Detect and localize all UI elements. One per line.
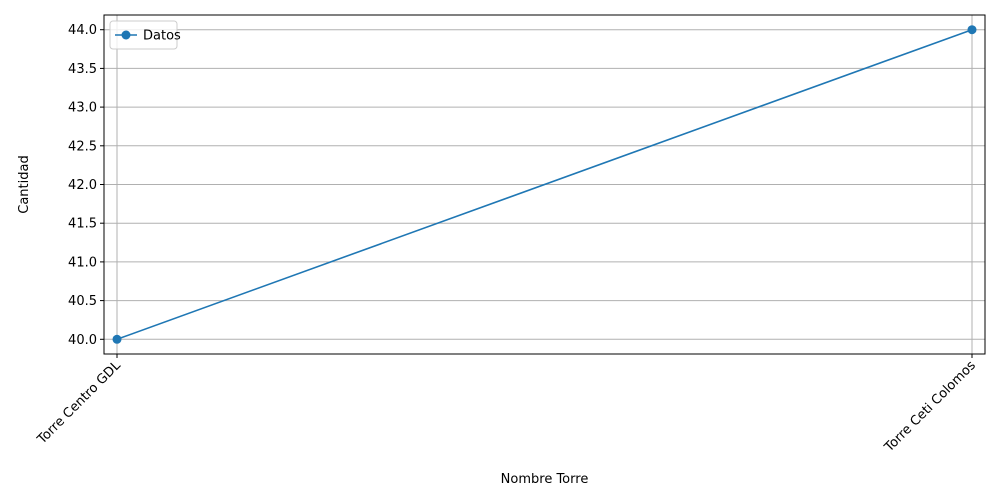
x-axis-label: Nombre Torre — [501, 472, 589, 487]
legend-label: Datos — [143, 29, 181, 44]
y-axis: 40.0 40.5 41.0 41.5 42.0 42.5 43.0 43.5 44.0 — [68, 23, 104, 348]
legend-marker — [121, 30, 131, 40]
series-layer — [112, 25, 977, 344]
y-tick-label: 43.5 — [68, 62, 97, 77]
y-axis-label: Cantidad — [17, 155, 32, 213]
legend: Datos — [109, 20, 181, 50]
y-tick-label: 40.0 — [68, 333, 97, 348]
y-tick-label: 44.0 — [68, 23, 97, 38]
x-tick-label: Torre Centro GDL — [34, 358, 124, 448]
y-tick-label: 42.0 — [68, 178, 97, 193]
x-tick-label: Torre Ceti Colomos — [881, 358, 979, 456]
data-point — [967, 25, 977, 35]
y-tick-label: 41.0 — [68, 255, 97, 270]
y-tick-label: 41.5 — [68, 217, 97, 232]
data-point — [112, 334, 122, 344]
y-tick-label: 40.5 — [68, 294, 97, 309]
x-axis: Torre Centro GDL Torre Ceti Colomos — [34, 354, 979, 456]
y-tick-label: 42.5 — [68, 139, 97, 154]
series-line — [116, 28, 973, 341]
y-tick-label: 43.0 — [68, 101, 97, 116]
legend-box — [109, 20, 178, 50]
